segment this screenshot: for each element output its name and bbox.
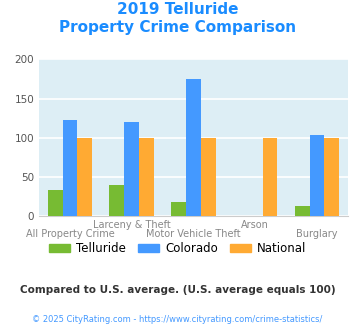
Bar [109, 185, 124, 216]
Text: Larceny & Theft: Larceny & Theft [93, 220, 171, 230]
Bar [171, 202, 186, 216]
Bar [139, 138, 154, 216]
Text: All Property Crime: All Property Crime [26, 229, 114, 239]
Text: Motor Vehicle Theft: Motor Vehicle Theft [146, 229, 241, 239]
Text: Burglary: Burglary [296, 229, 338, 239]
Bar [62, 120, 77, 216]
Text: Compared to U.S. average. (U.S. average equals 100): Compared to U.S. average. (U.S. average … [20, 285, 335, 295]
Bar [310, 135, 324, 216]
Bar [48, 190, 62, 216]
Bar [77, 138, 92, 216]
Text: 2019 Telluride: 2019 Telluride [117, 2, 238, 16]
Text: Property Crime Comparison: Property Crime Comparison [59, 20, 296, 35]
Legend: Telluride, Colorado, National: Telluride, Colorado, National [44, 237, 311, 260]
Bar [186, 79, 201, 216]
Text: Arson: Arson [241, 220, 269, 230]
Bar [324, 138, 339, 216]
Bar [263, 138, 278, 216]
Bar [124, 122, 139, 216]
Bar [201, 138, 216, 216]
Bar [295, 206, 310, 216]
Text: © 2025 CityRating.com - https://www.cityrating.com/crime-statistics/: © 2025 CityRating.com - https://www.city… [32, 315, 323, 324]
